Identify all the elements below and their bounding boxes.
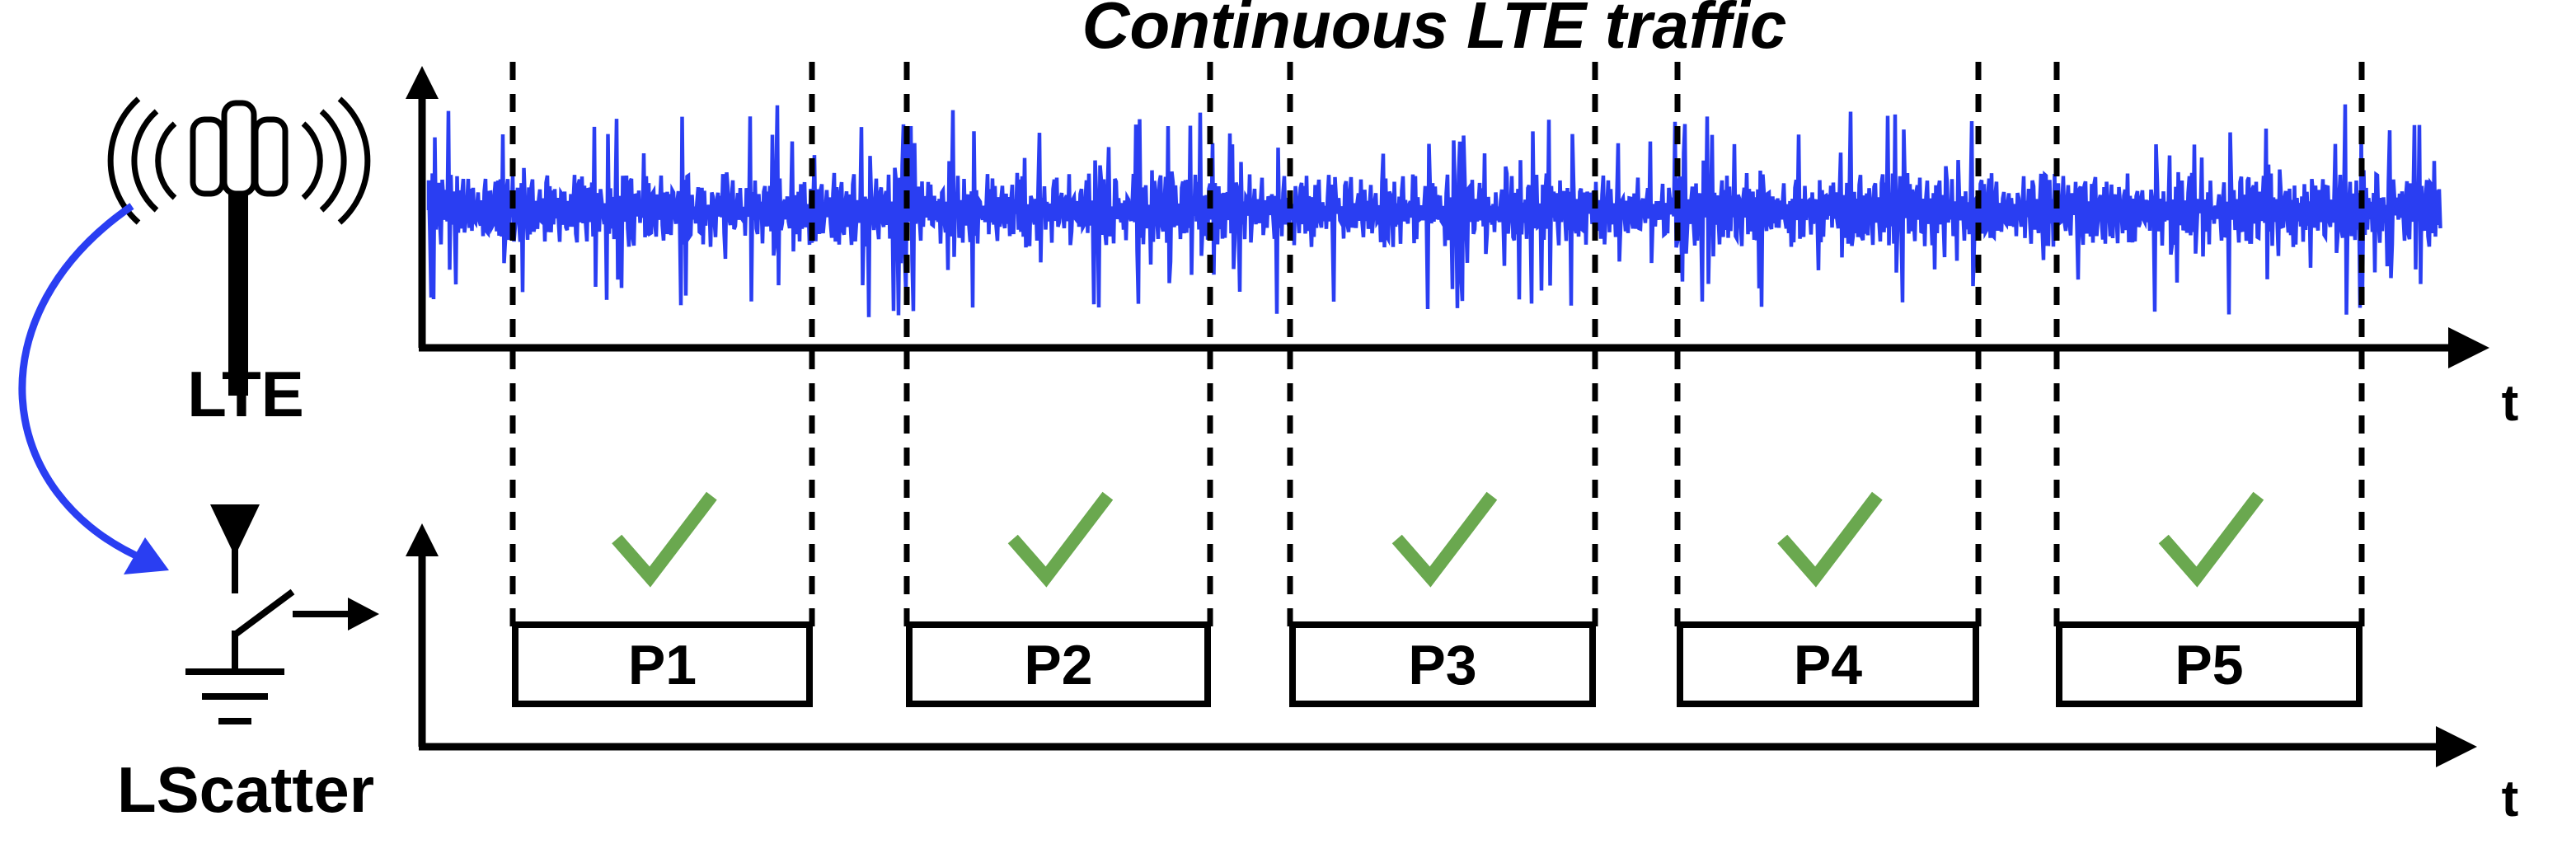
antenna-switch-icon	[185, 504, 379, 724]
packet-label-2: P2	[1024, 634, 1092, 696]
packet-box-4	[1677, 621, 1979, 707]
checkmark-icon-2	[1007, 491, 1114, 588]
checkmark-icon-4	[1777, 491, 1883, 588]
packet-label-3: P3	[1408, 634, 1476, 696]
bottom-axis-t-label: t	[2502, 771, 2519, 828]
packet-label-1: P1	[628, 634, 697, 696]
top-axes	[406, 66, 2489, 368]
diagram-title: Continuous LTE traffic	[1082, 0, 1787, 62]
cell-tower-icon	[107, 96, 371, 396]
packet-label-5: P5	[2175, 634, 2243, 696]
checkmark-icon-3	[1391, 491, 1498, 588]
blue-curved-arrow	[18, 203, 169, 574]
lscatter-label: LScatter	[117, 753, 374, 826]
bottom-axes	[406, 523, 2477, 767]
packet-box-1	[512, 621, 813, 707]
packet-label-4: P4	[1794, 634, 1862, 696]
lte-signal-waveform	[426, 104, 2442, 317]
lte-label: LTE	[187, 358, 304, 430]
packet-box-2	[906, 621, 1211, 707]
checkmark-icon-1	[612, 491, 717, 588]
top-axis-t-label: t	[2502, 375, 2519, 432]
packet-box-5	[2056, 621, 2363, 707]
checkmark-icon-5	[2158, 491, 2264, 588]
packet-row: P1 P2 P3 P4 P5	[512, 491, 2363, 707]
packet-box-3	[1289, 621, 1596, 707]
